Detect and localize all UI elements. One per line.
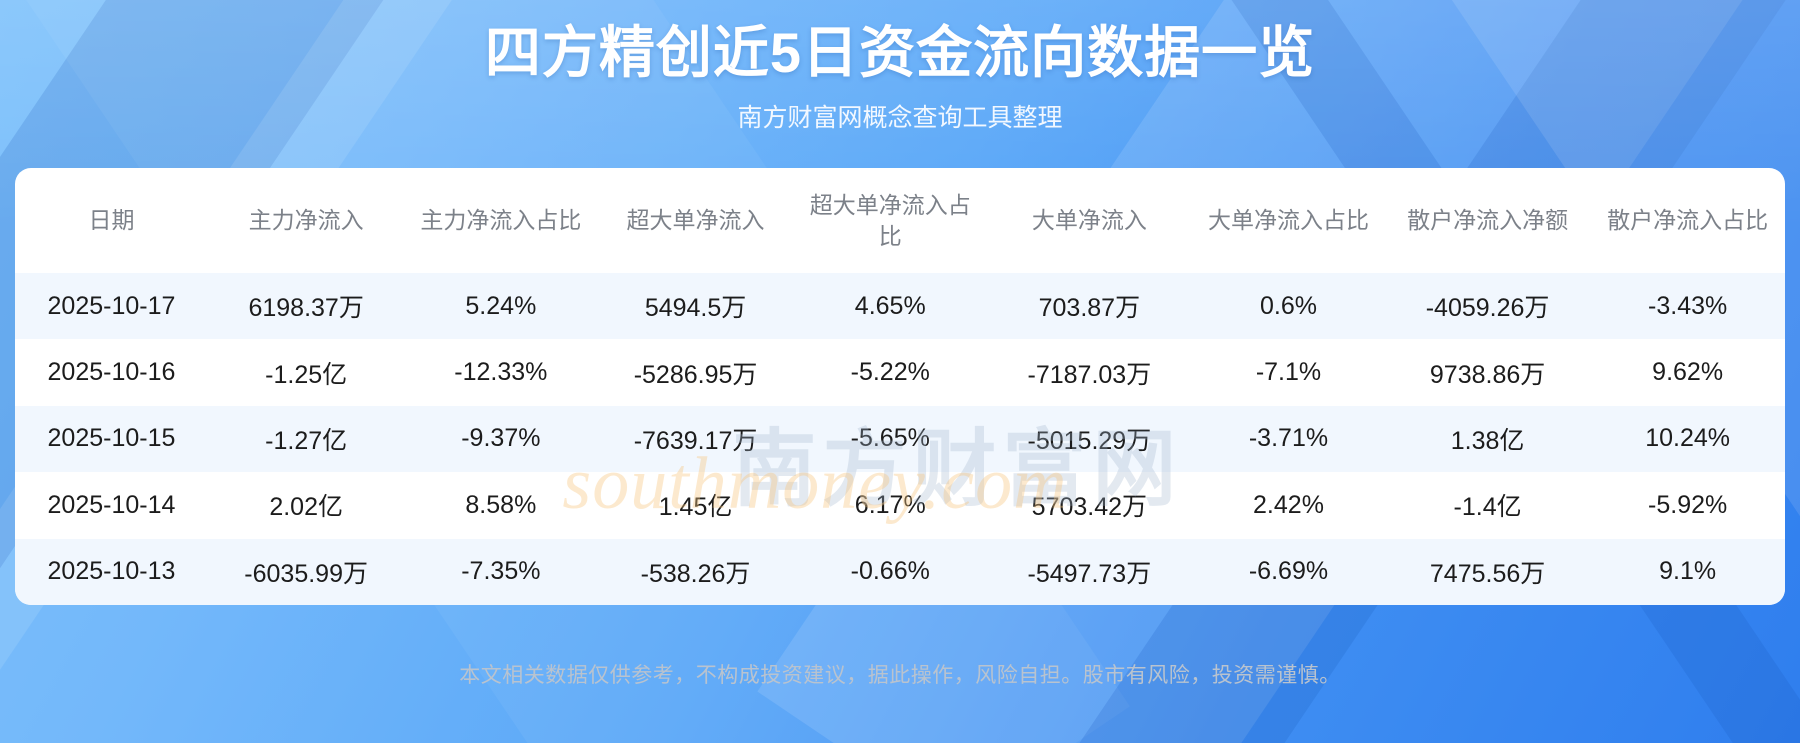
cell-xl-pct: 4.65% — [793, 273, 987, 340]
cell-xl-pct: 6.17% — [793, 472, 987, 539]
cell-lg-pct: 2.42% — [1192, 472, 1385, 539]
cell-date: 2025-10-15 — [15, 405, 208, 473]
cell-xl-net: -5286.95万 — [597, 339, 794, 406]
cell-retail-net: -1.4亿 — [1384, 472, 1591, 539]
column-header-xl-net: 超大单净流入 — [626, 207, 765, 234]
column-header-xl-pct: 超大单净流入占比 — [809, 192, 971, 249]
cell-main-pct: -9.37% — [404, 405, 598, 473]
cell-retail-pct: -5.92% — [1590, 472, 1785, 539]
data-table-card: 日期 主力净流入 主力净流入占比 超大单净流入 超大单净流入占比 大单净流入 大… — [15, 168, 1785, 605]
footer: 本文相关数据仅供参考，不构成投资建议，据此操作，风险自担。股市有风险，投资需谨慎… — [0, 605, 1800, 743]
column-header-date: 日期 — [88, 207, 135, 234]
cell-xl-net: 5494.5万 — [597, 273, 794, 340]
cell-xl-net: -7639.17万 — [597, 405, 794, 473]
cell-date: 2025-10-13 — [15, 538, 208, 605]
cell-retail-net: 7475.56万 — [1384, 538, 1591, 605]
fund-flow-table: 日期 主力净流入 主力净流入占比 超大单净流入 超大单净流入占比 大单净流入 大… — [15, 168, 1785, 605]
cell-retail-net: -4059.26万 — [1384, 273, 1591, 340]
cell-xl-net: 1.45亿 — [597, 472, 794, 539]
column-header-lg-net: 大单净流入 — [1031, 207, 1147, 234]
column-header-retail-net: 散户净流入净额 — [1407, 207, 1569, 234]
cell-date: 2025-10-16 — [15, 339, 208, 406]
cell-lg-net: 703.87万 — [986, 273, 1193, 340]
cell-lg-net: -7187.03万 — [986, 339, 1193, 406]
column-header-lg-pct: 大单净流入占比 — [1207, 207, 1369, 234]
cell-retail-pct: 9.62% — [1590, 339, 1785, 406]
cell-lg-net: 5703.42万 — [986, 472, 1193, 539]
header: 四方精创近5日资金流向数据一览 南方财富网概念查询工具整理 — [0, 0, 1800, 175]
page-subtitle: 南方财富网概念查询工具整理 — [737, 104, 1063, 133]
cell-lg-net: -5497.73万 — [986, 538, 1193, 605]
cell-retail-pct: 10.24% — [1590, 405, 1785, 473]
cell-retail-net: 9738.86万 — [1384, 339, 1591, 406]
cell-lg-net: -5015.29万 — [986, 405, 1193, 473]
table-body: 2025-10-17 6198.37万 5.24% 5494.5万 4.65% … — [15, 273, 1785, 605]
table-header-row: 日期 主力净流入 主力净流入占比 超大单净流入 超大单净流入占比 大单净流入 大… — [15, 168, 1785, 273]
disclaimer-note: 本文相关数据仅供参考，不构成投资建议，据此操作，风险自担。股市有风险，投资需谨慎… — [459, 664, 1341, 687]
cell-xl-pct: -5.65% — [793, 405, 987, 473]
table-row: 2025-10-16 -1.25亿 -12.33% -5286.95万 -5.2… — [15, 339, 1785, 406]
cell-xl-net: -538.26万 — [597, 538, 794, 605]
cell-lg-pct: -7.1% — [1192, 339, 1385, 406]
table-row: 2025-10-14 2.02亿 8.58% 1.45亿 6.17% 5703.… — [15, 472, 1785, 539]
table-row: 2025-10-15 -1.27亿 -9.37% -7639.17万 -5.65… — [15, 405, 1785, 473]
cell-main-pct: 5.24% — [404, 273, 598, 340]
cell-retail-pct: 9.1% — [1590, 538, 1785, 605]
column-header-retail-pct: 散户净流入占比 — [1607, 207, 1769, 234]
cell-main-pct: -12.33% — [404, 339, 598, 406]
cell-lg-pct: -6.69% — [1192, 538, 1385, 605]
table-row: 2025-10-17 6198.37万 5.24% 5494.5万 4.65% … — [15, 273, 1785, 340]
cell-main-net: -1.27亿 — [207, 405, 405, 473]
table-row: 2025-10-13 -6035.99万 -7.35% -538.26万 -0.… — [15, 538, 1785, 605]
cell-retail-net: 1.38亿 — [1384, 405, 1591, 473]
cell-date: 2025-10-17 — [15, 273, 208, 340]
cell-main-net: 2.02亿 — [207, 472, 405, 539]
column-header-main-pct: 主力净流入占比 — [420, 207, 582, 234]
cell-date: 2025-10-14 — [15, 472, 208, 539]
cell-lg-pct: -3.71% — [1192, 405, 1385, 473]
cell-main-pct: 8.58% — [404, 472, 598, 539]
cell-main-net: 6198.37万 — [207, 273, 405, 340]
cell-xl-pct: -0.66% — [793, 538, 987, 605]
page-title: 四方精创近5日资金流向数据一览 — [484, 21, 1316, 84]
column-header-main-net: 主力净流入 — [248, 207, 364, 234]
cell-main-net: -1.25亿 — [207, 339, 405, 406]
cell-xl-pct: -5.22% — [793, 339, 987, 406]
cell-main-pct: -7.35% — [404, 538, 598, 605]
cell-main-net: -6035.99万 — [207, 538, 405, 605]
cell-retail-pct: -3.43% — [1590, 273, 1785, 340]
cell-lg-pct: 0.6% — [1192, 273, 1385, 340]
table-header: 日期 主力净流入 主力净流入占比 超大单净流入 超大单净流入占比 大单净流入 大… — [15, 168, 1785, 273]
